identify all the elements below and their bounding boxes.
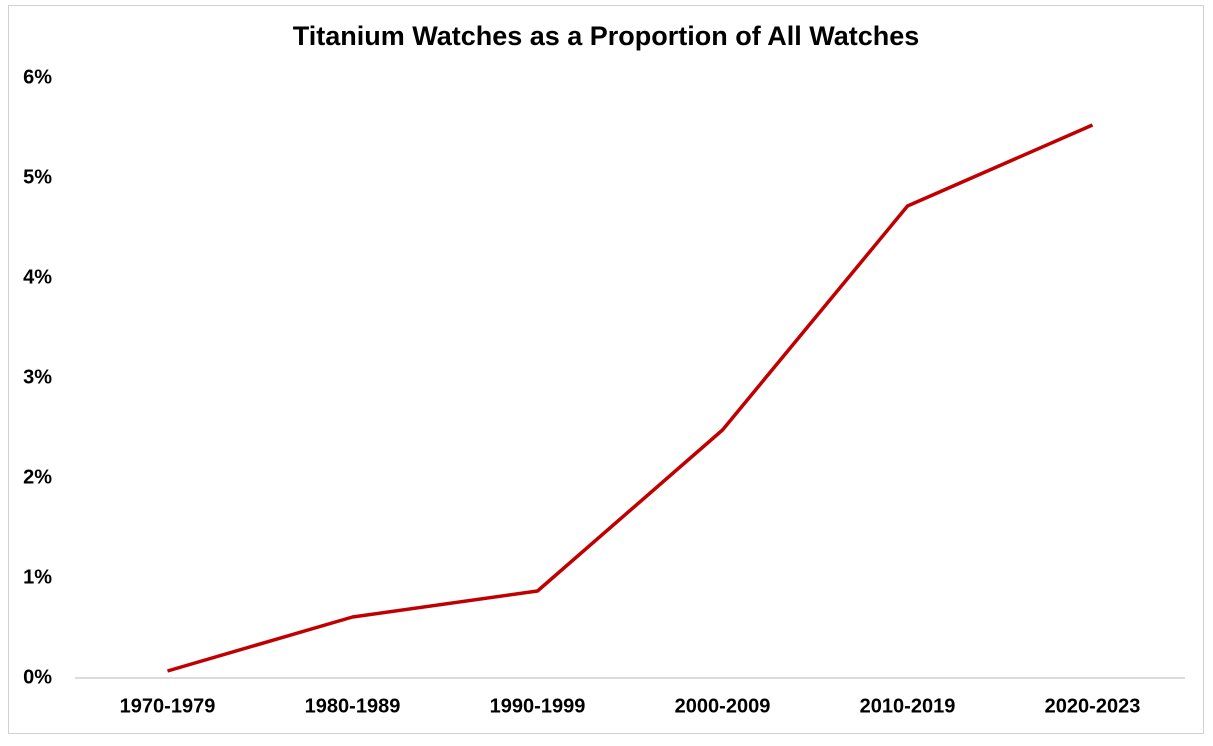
y-tick-label: 6%	[23, 66, 52, 88]
y-tick-label: 2%	[23, 466, 52, 488]
x-tick-label: 1990-1999	[490, 695, 586, 717]
data-line	[167, 123, 1094, 673]
y-tick-label: 0%	[23, 666, 52, 688]
x-tick-label: 1980-1989	[305, 695, 401, 717]
y-tick-label: 5%	[23, 166, 52, 188]
y-tick-label: 4%	[23, 266, 52, 288]
x-tick-label: 2000-2009	[675, 695, 771, 717]
chart-border	[8, 5, 1204, 734]
y-tick-label: 1%	[23, 566, 52, 588]
y-tick-label: 3%	[23, 366, 52, 388]
x-tick-label: 2020-2023	[1045, 695, 1141, 717]
x-tick-label: 1970-1979	[120, 695, 216, 717]
chart-title: Titanium Watches as a Proportion of All …	[293, 21, 920, 51]
x-tick-label: 2010-2019	[860, 695, 956, 717]
